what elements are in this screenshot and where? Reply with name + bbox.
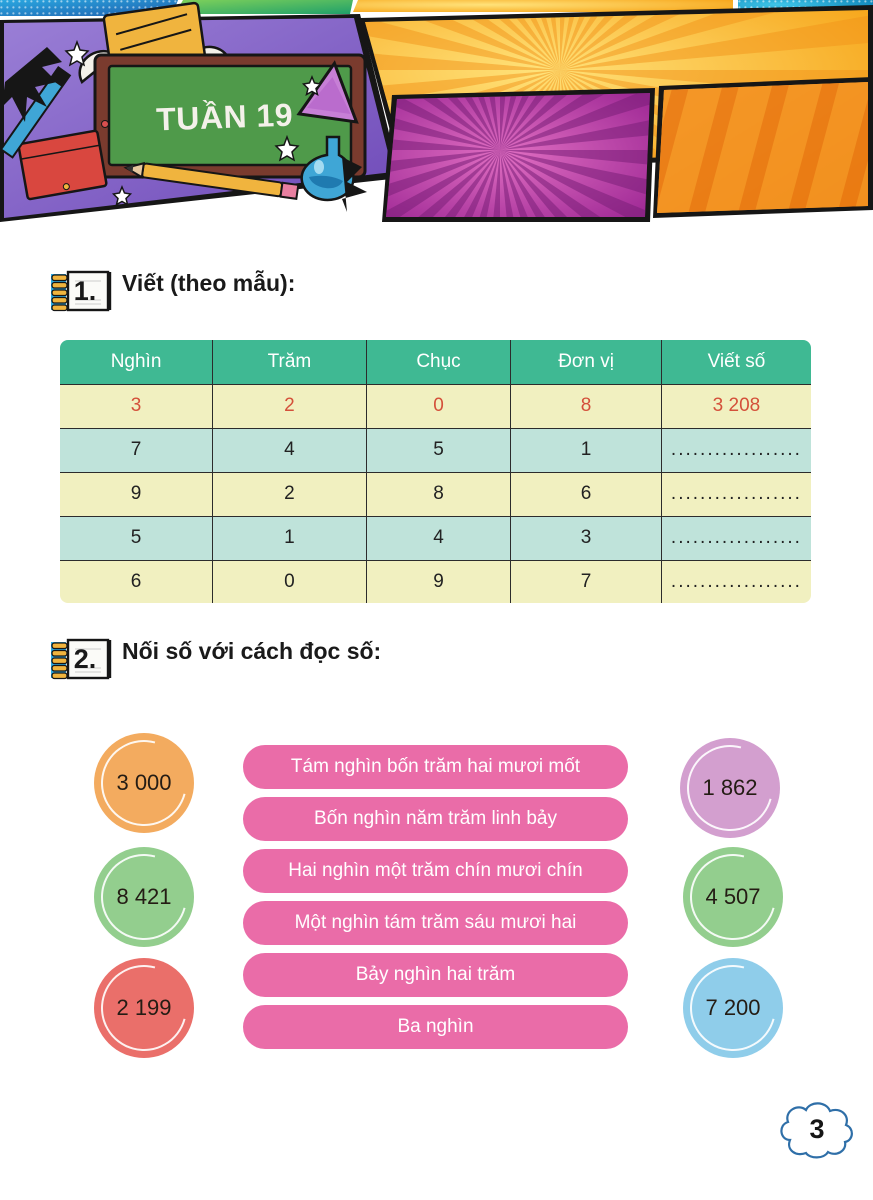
svg-text:2.: 2. [74,644,97,674]
svg-text:TUẦN 19: TUẦN 19 [156,97,294,138]
svg-text:1.: 1. [74,276,97,306]
svg-text:3: 3 [809,1114,824,1144]
